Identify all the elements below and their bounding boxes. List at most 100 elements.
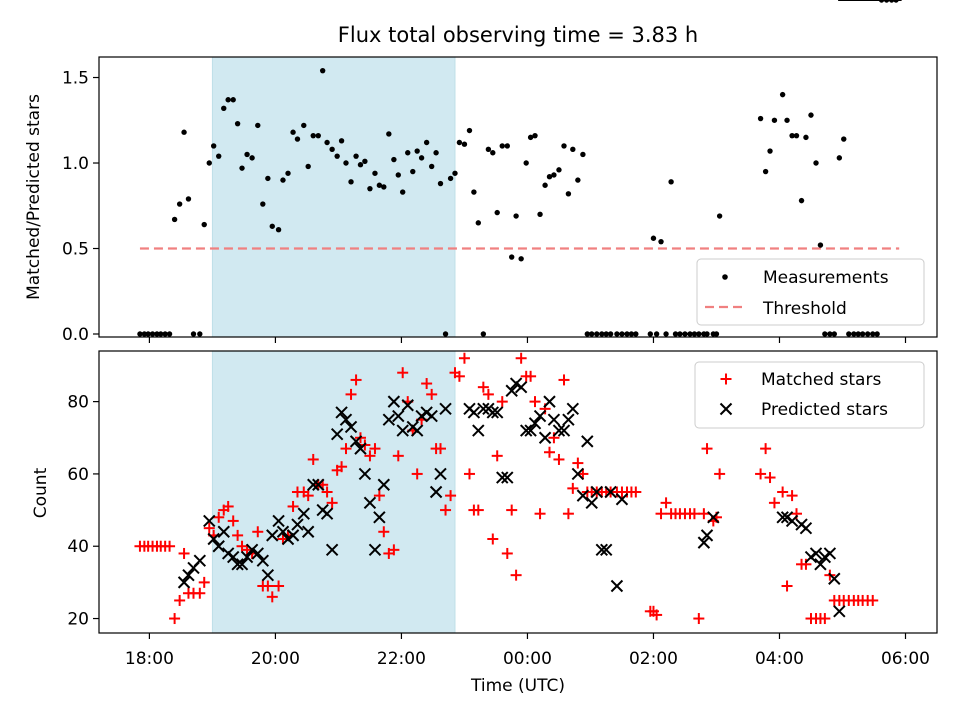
matched-star-point — [800, 558, 812, 570]
measurement-point — [508, 254, 515, 260]
cross-stroke-b — [272, 514, 285, 528]
measurement-point — [255, 122, 261, 129]
measurement-point — [185, 196, 192, 202]
measurement-point — [767, 148, 773, 154]
matched-star-point — [544, 446, 556, 458]
y-tick-label: 1.0 — [62, 154, 89, 174]
measurement-point — [221, 105, 227, 111]
measurement-legend-marker — [722, 274, 728, 280]
measurement-point — [556, 167, 562, 173]
predicted-star-point — [514, 380, 528, 394]
top-panel: 0.0 0.5 1.0 1.5 Matched/Predicted stars Mea… — [24, 0, 938, 345]
predicted-star-point — [320, 507, 334, 520]
cross-stroke-b — [396, 424, 409, 437]
x-tick-label: 02:00 — [629, 649, 678, 669]
measurement-point — [176, 201, 183, 207]
predicted-star-point — [533, 409, 547, 423]
y-tick-label: 20 — [67, 610, 89, 630]
predicted-star-point — [785, 514, 799, 528]
cross-stroke-b — [286, 529, 300, 542]
measurement-point — [798, 197, 805, 204]
measurement-point — [372, 170, 378, 176]
measurement-point — [475, 220, 482, 226]
predicted-star-point — [477, 402, 490, 416]
cross-stroke-b — [261, 568, 275, 582]
cross-stroke-b — [814, 558, 827, 571]
predicted-star-point — [562, 413, 575, 426]
cross-stroke-b — [307, 478, 320, 491]
measurement-point — [624, 331, 630, 337]
measurement-point — [452, 170, 458, 176]
measurement-point — [367, 185, 373, 192]
measurement-point — [285, 170, 291, 176]
matched-star-point — [458, 352, 470, 364]
matched-star-point — [227, 515, 239, 527]
predicted-star-point — [604, 485, 617, 499]
predicted-star-point — [203, 514, 216, 528]
measurement-point — [399, 189, 406, 195]
predicted-star-point — [547, 413, 561, 426]
measurement-point — [663, 331, 669, 337]
predicted-star-point — [354, 442, 367, 455]
measurement-point — [633, 331, 639, 337]
cross-stroke-b — [251, 547, 264, 560]
matched-star-point — [435, 443, 447, 455]
measurement-point — [301, 122, 307, 129]
predicted-star-point — [700, 529, 714, 542]
predicted-star-point — [585, 496, 598, 510]
matched-star-point — [701, 443, 713, 455]
cross-stroke-b — [780, 511, 794, 524]
matched-star-point — [651, 609, 663, 621]
measurement-point — [628, 331, 635, 337]
measurement-point — [771, 117, 778, 123]
cross-stroke-b — [339, 413, 353, 426]
matched-star-point — [688, 508, 700, 520]
measurement-point — [418, 155, 425, 161]
predicted-star-point — [486, 406, 500, 419]
predicted-star-point — [697, 536, 711, 549]
measurement-point — [145, 331, 151, 337]
predicted-star-point — [344, 420, 358, 434]
measurement-point — [713, 331, 720, 337]
matched-star-point — [392, 450, 404, 462]
matched-star-point — [534, 508, 546, 520]
measurement-point — [846, 331, 852, 337]
matched-star-point — [553, 453, 565, 465]
measurement-point — [851, 331, 857, 337]
predicted-star-point — [301, 525, 315, 538]
measurement-point — [410, 168, 416, 175]
predicted-star-point — [472, 424, 485, 437]
measurement-point — [716, 213, 723, 219]
cross-stroke-b — [501, 471, 514, 484]
cross-stroke-b — [301, 525, 315, 538]
predicted-star-point — [373, 511, 386, 524]
measurement-point — [442, 331, 449, 337]
cross-stroke-b — [785, 514, 799, 528]
measurement-point — [357, 162, 364, 168]
matched-legend-glyph — [720, 373, 732, 385]
cross-stroke-b — [410, 424, 424, 437]
cross-stroke-b — [595, 543, 609, 557]
predicted-star-point — [245, 543, 259, 557]
cross-stroke-b — [363, 496, 377, 510]
y-tick-label: 0.0 — [62, 325, 89, 345]
measurement-point — [348, 179, 354, 185]
cross-stroke-b — [600, 543, 613, 557]
cross-stroke-b — [207, 532, 220, 546]
cross-stroke-b — [590, 485, 603, 499]
measurement-point — [310, 132, 316, 139]
cross-stroke-b — [509, 377, 523, 390]
matched-star-point — [487, 533, 499, 545]
measurement-point — [532, 132, 538, 139]
measurement-point — [523, 160, 529, 166]
measurement-point — [827, 331, 833, 337]
measurement-point — [575, 177, 581, 183]
top-legend-box — [696, 258, 925, 326]
matched-star-point — [572, 457, 584, 469]
matched-star-point — [369, 443, 381, 455]
predicted-star-point — [505, 384, 518, 397]
measurement-point — [162, 331, 168, 337]
cross-stroke-b — [467, 406, 481, 419]
top-y-axis-ticks: 0.0 0.5 1.0 1.5 — [62, 69, 99, 345]
